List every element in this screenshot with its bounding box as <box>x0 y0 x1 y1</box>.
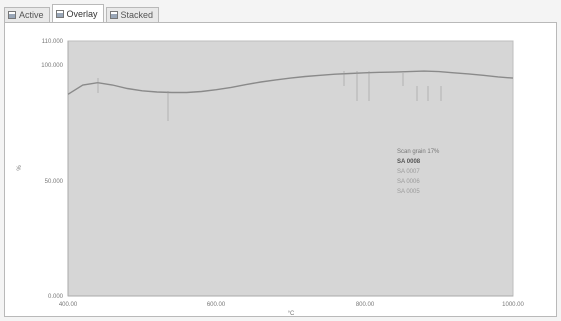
legend-entry[interactable]: SA 0006 <box>397 179 420 185</box>
plot-area[interactable] <box>67 40 514 297</box>
tab-stacked[interactable]: Stacked <box>105 7 160 22</box>
chart-page-icon <box>8 11 16 19</box>
x-axis-label: °C <box>288 311 295 317</box>
legend-entry[interactable]: SA 0005 <box>397 189 420 195</box>
legend-title: Scan grain 17% <box>397 149 440 155</box>
y-tick-label: 50.000 <box>45 179 64 185</box>
series-line <box>67 70 514 95</box>
x-tick-label: 1000.00 <box>502 302 524 308</box>
tab-stacked-label: Stacked <box>120 10 154 20</box>
chart-svg: 110.000 100.000 50.000 0.000 400.00 600.… <box>17 39 525 317</box>
y-tick-label: 0.000 <box>48 294 64 300</box>
legend-entry[interactable]: SA 0008 <box>397 159 421 165</box>
overlay-chart-icon <box>55 9 64 18</box>
y-tick-label: 100.000 <box>41 63 63 69</box>
tab-overlay-label: Overlay <box>66 8 98 19</box>
legend-entry[interactable]: SA 0007 <box>397 169 420 175</box>
stacked-chart-icon <box>109 11 118 19</box>
y-tick-label: 110.000 <box>42 39 64 45</box>
x-tick-label: 600.00 <box>207 302 226 308</box>
chart-legend: Scan grain 17% SA 0008 SA 0007 SA 0006 S… <box>397 147 439 197</box>
x-tick-label: 400.00 <box>59 302 78 308</box>
tab-active-label: Active <box>19 10 44 20</box>
tab-overlay[interactable]: Overlay <box>51 4 104 22</box>
x-tick-label: 800.00 <box>356 302 375 308</box>
y-axis-label: % <box>17 165 23 171</box>
chart-frame: 110.000 100.000 50.000 0.000 400.00 600.… <box>4 22 557 317</box>
view-tab-bar: Active Overlay Stacked <box>4 4 160 22</box>
tab-active[interactable]: Active <box>4 7 50 22</box>
peak-markers <box>97 71 442 121</box>
